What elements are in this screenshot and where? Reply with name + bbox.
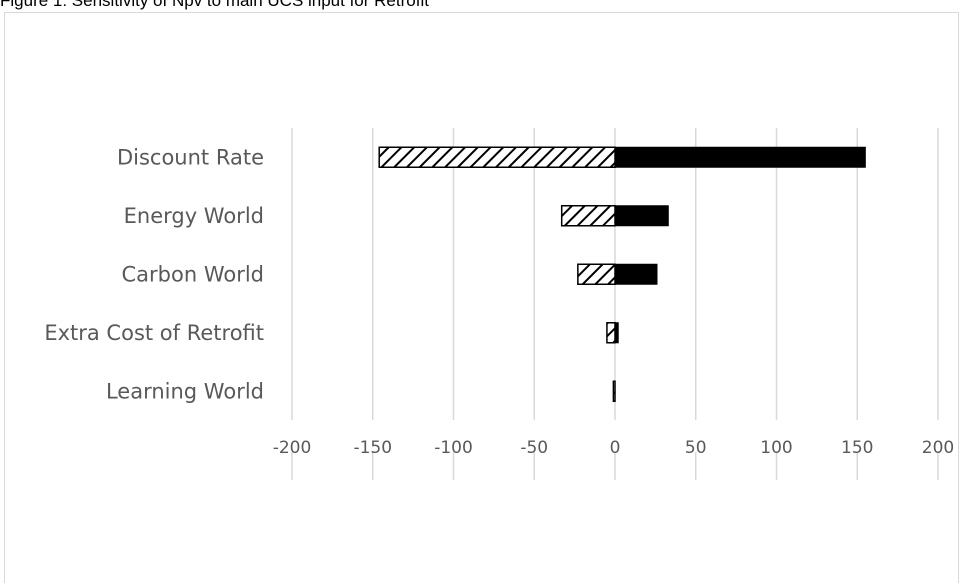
category-label: Learning World [106, 379, 264, 403]
x-tick-labels: -200 -150 -100 -50 0 50 100 150 200 [273, 438, 955, 458]
category-label: Carbon World [121, 262, 264, 286]
x-tick-label: 100 [760, 438, 792, 458]
bar-negative [378, 146, 616, 168]
x-tick-label: -150 [353, 438, 392, 458]
category-label: Discount Rate [117, 145, 264, 169]
category-label: Energy World [124, 204, 264, 228]
bar-negative [560, 205, 616, 227]
x-tick-label: 150 [841, 438, 873, 458]
x-tick-label: -200 [273, 438, 312, 458]
bar-positive [614, 322, 619, 344]
bar-positive [614, 146, 866, 168]
x-tick-label: -100 [434, 438, 473, 458]
bar-positive [614, 263, 658, 285]
bar-negative [577, 263, 616, 285]
bars [378, 146, 866, 402]
category-labels: Discount Rate Energy World Carbon World Ext… [44, 145, 264, 403]
x-tick-label: -50 [520, 438, 548, 458]
bar-negative [612, 380, 616, 402]
x-tick-label: 0 [610, 438, 621, 458]
gridlines [291, 128, 939, 480]
bar-positive [614, 205, 669, 227]
x-tick-label: 50 [685, 438, 707, 458]
category-label: Extra Cost of Retrofit [44, 321, 264, 345]
bar-negative [606, 322, 616, 344]
chart-frame [4, 12, 959, 583]
figure-caption: Figure 1: Sensitivity of Npv to main UCS… [0, 0, 429, 10]
x-tick-label: 200 [922, 438, 954, 458]
